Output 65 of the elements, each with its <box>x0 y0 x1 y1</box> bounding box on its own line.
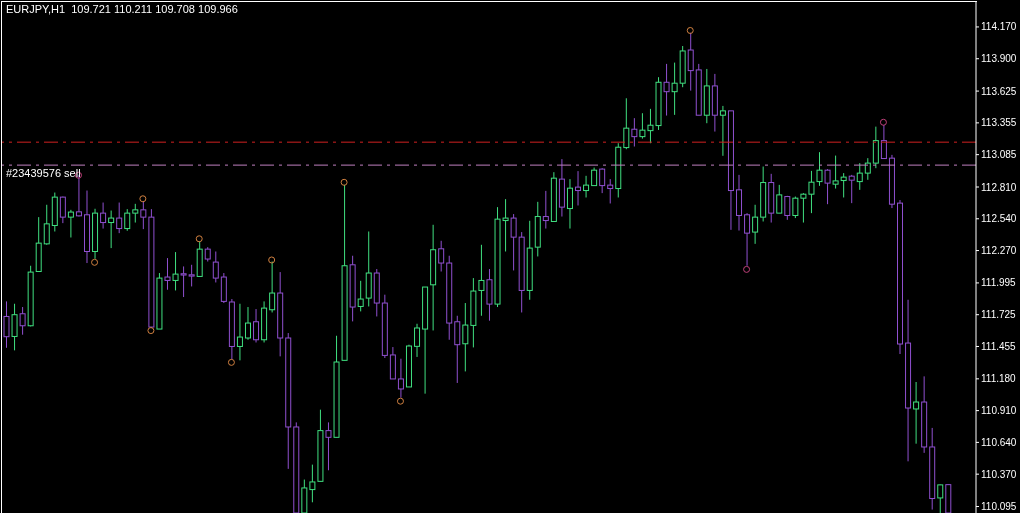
candlestick <box>591 167 598 187</box>
candlestick <box>872 126 879 169</box>
candlestick <box>462 302 469 372</box>
candlestick <box>864 157 871 181</box>
candlestick <box>623 97 630 150</box>
candlestick <box>357 280 364 312</box>
y-tick-label: 111.725 <box>981 309 1017 321</box>
candlestick <box>840 172 847 198</box>
y-tick-label: 112.540 <box>981 213 1017 225</box>
y-tick-label: 111.455 <box>981 341 1017 353</box>
candlestick <box>414 323 421 358</box>
candlestick <box>212 251 219 283</box>
candlestick <box>566 178 573 230</box>
y-tick-label: 112.810 <box>981 181 1017 193</box>
chart-title: EURJPY,H1 109.721 110.211 109.708 109.966 <box>6 3 238 15</box>
y-tick-label: 110.095 <box>981 501 1017 513</box>
candlestick <box>67 209 74 238</box>
y-tick-label: 113.355 <box>981 117 1017 129</box>
y-tick-label: 111.180 <box>981 373 1017 385</box>
candlestick <box>59 196 66 224</box>
candlestick <box>108 210 115 249</box>
candlestick <box>575 170 582 206</box>
y-tick-label: 113.085 <box>981 149 1017 161</box>
candlestick <box>599 167 606 194</box>
candlestick <box>583 175 590 198</box>
y-tick-label: 110.370 <box>981 468 1017 480</box>
point <box>686 26 694 34</box>
candlestick <box>607 178 614 204</box>
point <box>139 195 147 203</box>
point <box>227 358 235 366</box>
y-tick-label: 113.625 <box>981 85 1017 97</box>
candlestick <box>100 202 107 230</box>
y-tick-label: 111.995 <box>981 277 1017 289</box>
candlestick <box>389 346 396 380</box>
candlestick <box>542 190 549 230</box>
y-tick-label: 112.270 <box>981 245 1017 257</box>
point <box>743 265 751 273</box>
point <box>340 178 348 186</box>
point <box>396 397 404 405</box>
candlestick <box>438 240 445 272</box>
candlestick <box>856 162 863 191</box>
candlestick <box>236 303 243 361</box>
y-tick-label: 110.640 <box>981 436 1017 448</box>
candlestick <box>132 203 139 224</box>
candlestick <box>784 195 791 221</box>
candlestick <box>848 174 855 204</box>
point <box>195 235 203 243</box>
candlestick <box>116 202 123 234</box>
y-tick-label: 113.900 <box>981 53 1017 65</box>
point <box>268 256 276 264</box>
candlestick <box>244 306 251 341</box>
candlestick <box>253 308 260 343</box>
candlestick <box>719 105 726 157</box>
point <box>879 118 887 126</box>
candlestick <box>454 315 461 384</box>
point <box>91 258 99 266</box>
candlestick <box>776 184 783 214</box>
candlestick <box>913 381 920 445</box>
ref-line-label: #23439576 sell <box>6 166 81 179</box>
y-tick-label: 114.170 <box>981 21 1017 33</box>
candlestick <box>124 208 131 232</box>
point <box>147 327 155 335</box>
candlestick <box>43 204 50 246</box>
candlestick <box>752 204 759 245</box>
y-tick-label: 110.910 <box>981 405 1017 417</box>
